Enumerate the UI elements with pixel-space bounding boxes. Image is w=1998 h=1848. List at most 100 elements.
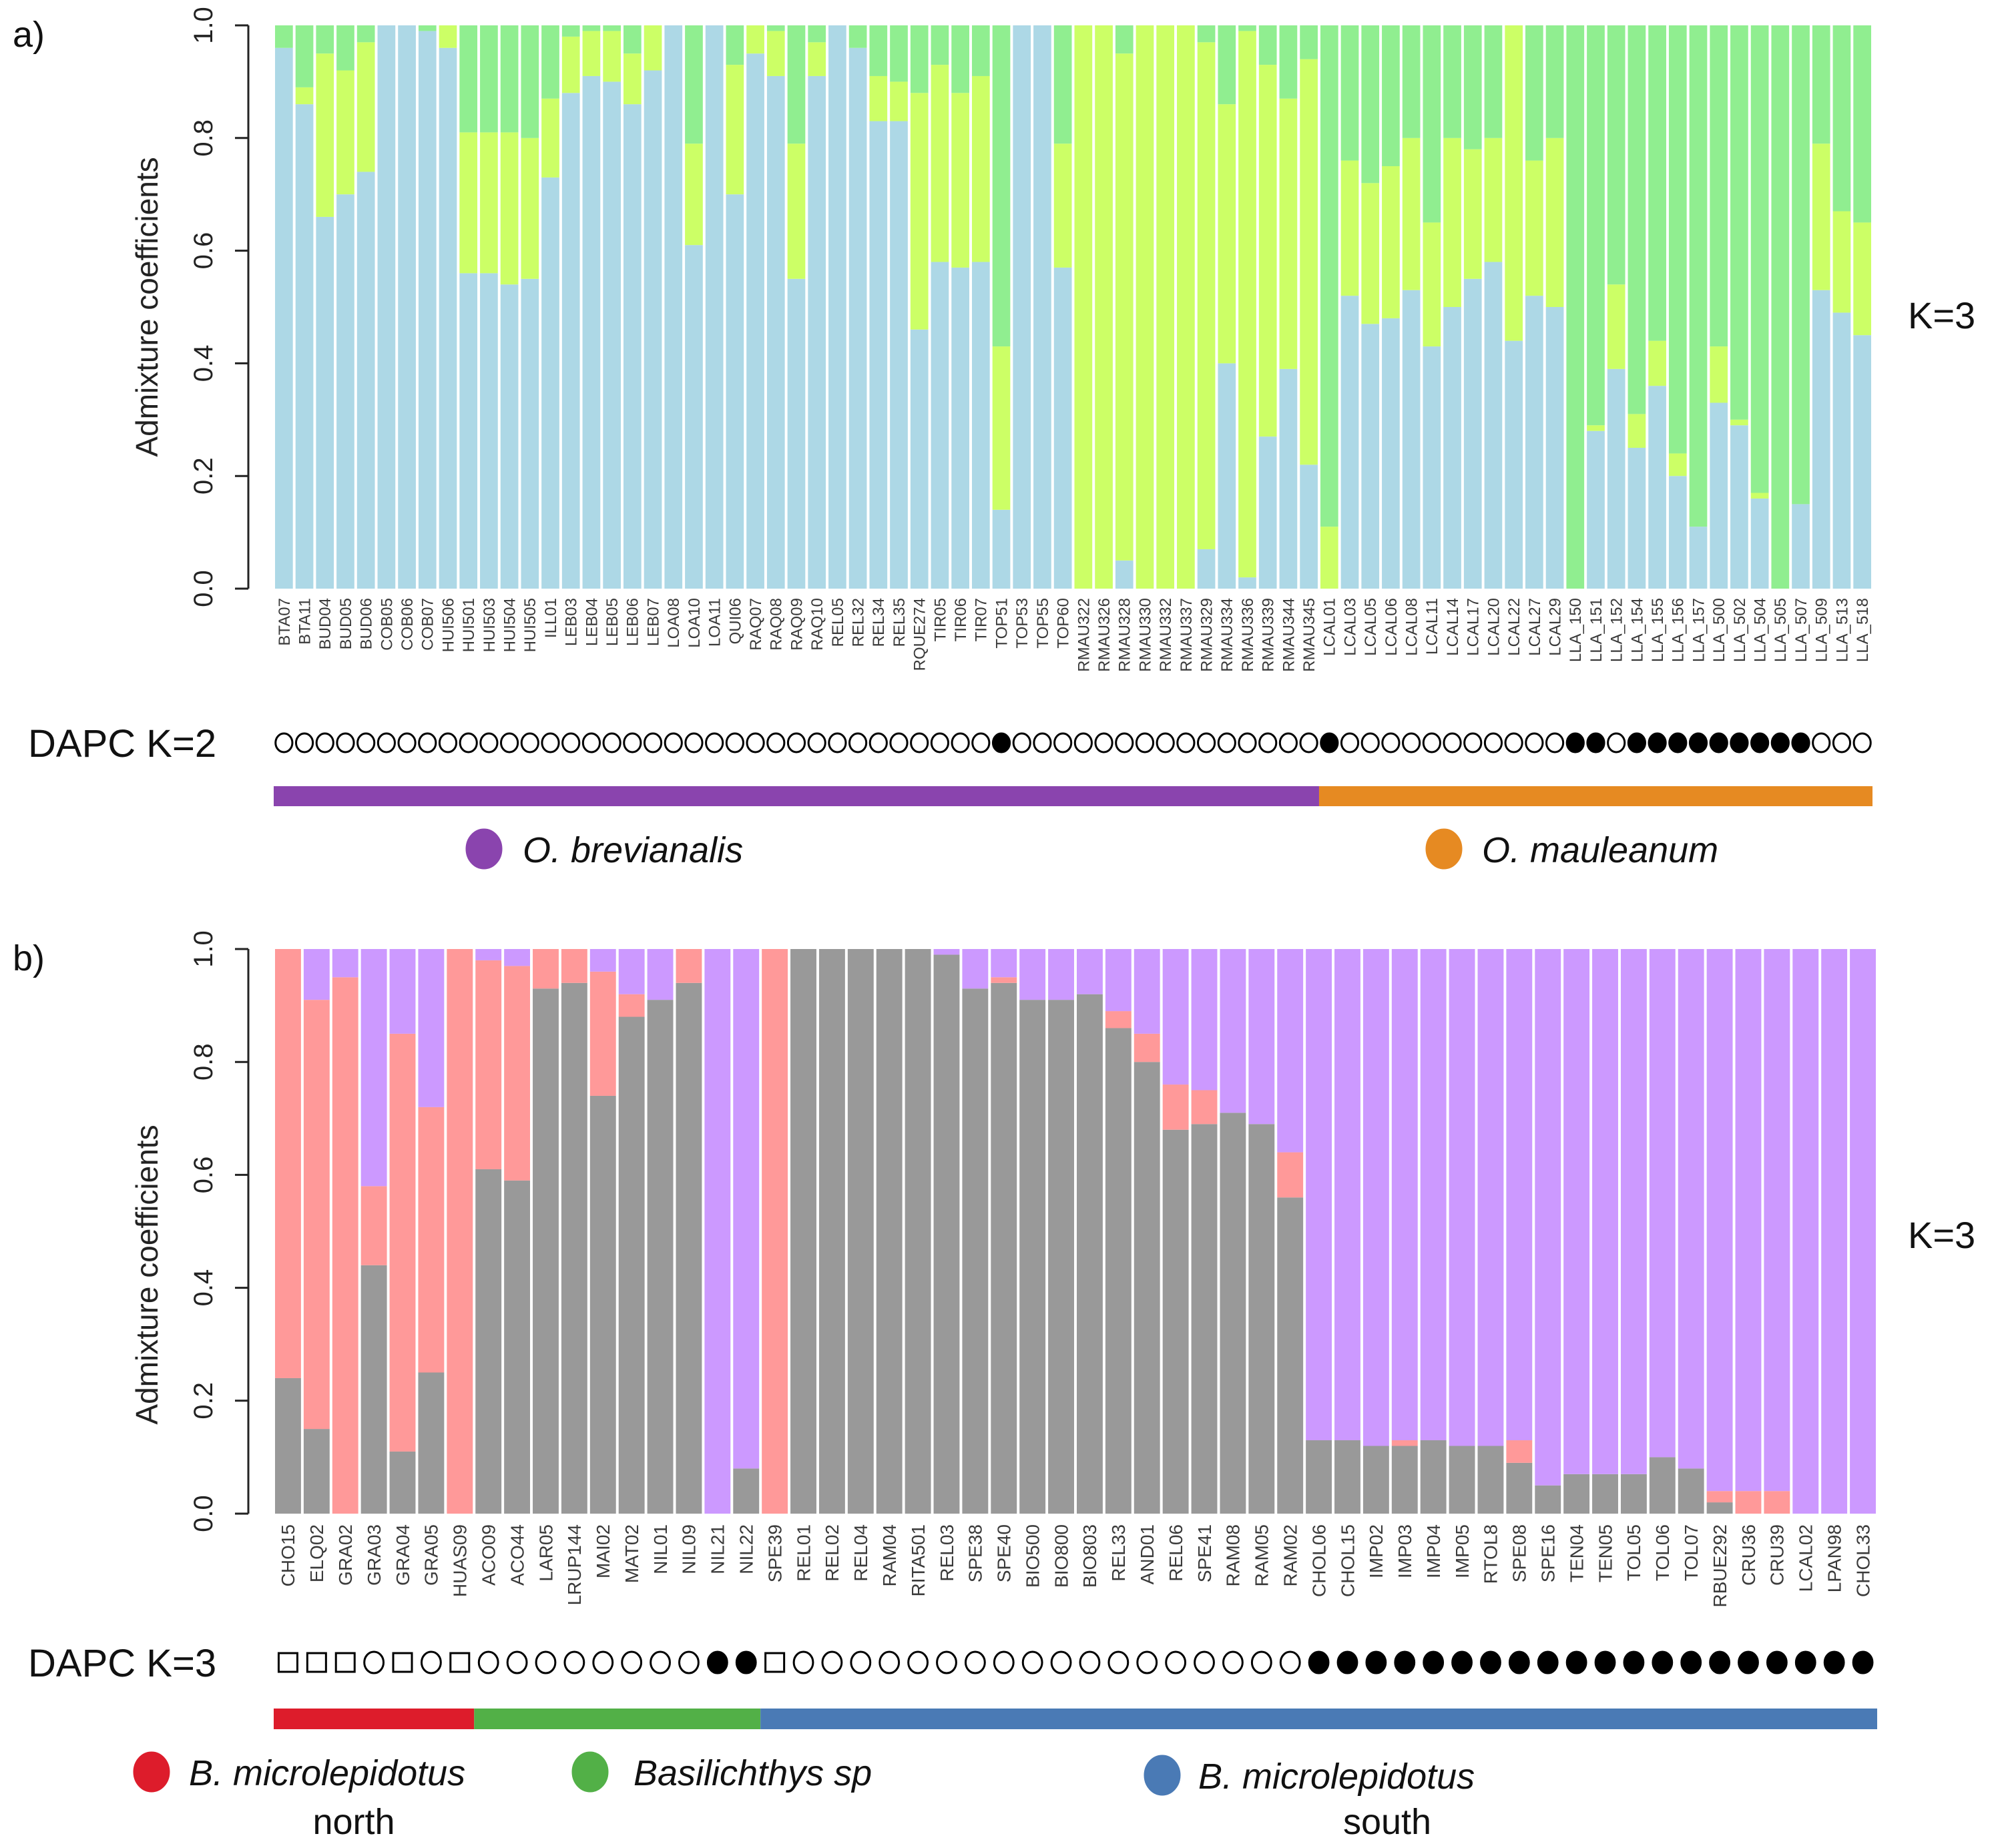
bar-segment-LCAL06-cluster-2 <box>1382 166 1400 318</box>
bar-segment-LLA_155-cluster-2 <box>1648 340 1666 386</box>
bar-segment-CHOL06-cluster-3 <box>1306 949 1332 1441</box>
x-tick-label: LCAL02 <box>1796 1524 1816 1592</box>
bar-segment-LCAL27-cluster-2 <box>1525 160 1543 296</box>
dapc-symbol-open-circle <box>1607 732 1626 753</box>
bar-segment-HUI503-cluster-1 <box>480 273 498 589</box>
dapc-symbol-open-circle <box>936 1650 957 1674</box>
bar-segment-LCAL05-cluster-3 <box>1361 25 1380 184</box>
bar-segment-REL35-cluster-1 <box>890 121 908 589</box>
x-tick-label: BIO500 <box>1022 1524 1043 1588</box>
x-tick-label: LLA_509 <box>1813 598 1831 662</box>
bar-segment-CRU39-cluster-2 <box>1764 1491 1790 1514</box>
dapc-symbol-open-square <box>449 1652 471 1673</box>
x-tick-label: LCAL01 <box>1321 598 1339 656</box>
y-tick-label: 0.2 <box>189 457 218 495</box>
x-tick-label: RAQ10 <box>808 598 826 651</box>
bar-segment-LCAL17-cluster-3 <box>1463 25 1482 149</box>
bar-segment-RAQ10-cluster-1 <box>808 75 826 589</box>
x-tick-label: REL34 <box>870 598 888 647</box>
dapc-symbol-open-square <box>764 1652 786 1673</box>
bar-segment-CHOL15-cluster-3 <box>1334 949 1360 1441</box>
x-tick-label: HUI505 <box>521 598 539 652</box>
dapc-symbol-open-circle <box>1079 1650 1101 1674</box>
dapc-symbol-filled-circle <box>1451 1650 1473 1674</box>
bar-segment-IMP04-cluster-3 <box>1420 949 1447 1441</box>
x-tick-label: TOP60 <box>1055 598 1073 649</box>
bar-segment-RMAU329-cluster-3 <box>1197 25 1216 43</box>
y-tick-label: 0.4 <box>189 345 218 382</box>
legend-label-line2: north <box>312 1802 395 1842</box>
bar-segment-AND01-cluster-2 <box>1134 1033 1160 1062</box>
dapc-symbol-filled-circle <box>1794 1650 1816 1674</box>
dapc-symbol-open-circle <box>477 1650 499 1674</box>
bar-segment-RMAU344-cluster-3 <box>1279 25 1298 99</box>
dapc-symbol-open-circle <box>336 732 355 753</box>
bar-segment-RAM02-cluster-1 <box>1277 1197 1304 1514</box>
bar-segment-TEN04-cluster-1 <box>1563 1474 1590 1514</box>
x-tick-label: LLA_156 <box>1670 598 1688 662</box>
dapc-symbol-open-circle <box>563 1650 585 1674</box>
x-tick-label: COB06 <box>399 598 417 651</box>
x-tick-label: REL33 <box>1108 1524 1129 1582</box>
legend-label: O. brevianalis <box>523 830 743 870</box>
bar-segment-TIR07-cluster-3 <box>971 25 990 76</box>
bar-segment-LLA_505-cluster-3 <box>1771 25 1790 589</box>
dapc-symbol-open-circle <box>1176 732 1196 753</box>
panel-label: a) <box>13 15 45 55</box>
x-tick-label: LLA_504 <box>1752 598 1770 662</box>
bar-segment-LOA11-cluster-1 <box>705 25 724 589</box>
dapc-symbol-open-circle <box>1422 732 1441 753</box>
bar-segment-LCAL06-cluster-1 <box>1382 318 1400 589</box>
bar-segment-LLA_504-cluster-1 <box>1750 498 1769 589</box>
bar-segment-LCAL05-cluster-2 <box>1361 183 1380 324</box>
bar-segment-LEB04-cluster-1 <box>582 75 601 589</box>
dapc-symbol-open-circle <box>500 732 519 753</box>
dapc-symbol-filled-circle <box>1623 1650 1645 1674</box>
dapc-symbol-open-circle <box>889 732 909 753</box>
bar-segment-BUD04-cluster-3 <box>316 25 334 54</box>
x-tick-label: LAR05 <box>535 1524 556 1582</box>
dapc-symbol-open-circle <box>1832 732 1852 753</box>
legend-label: Basilichthys sp <box>634 1753 872 1793</box>
bar-segment-REL35-cluster-2 <box>890 81 908 121</box>
bar-segment-LLA_156-cluster-1 <box>1668 476 1687 589</box>
dapc-symbol-open-circle <box>786 732 806 753</box>
x-tick-label: SPE41 <box>1194 1524 1215 1582</box>
bar-segment-RMAU326-cluster-2 <box>1095 25 1113 589</box>
bar-segment-LEB03-cluster-3 <box>561 25 580 37</box>
bar-segment-TOL05-cluster-3 <box>1620 949 1647 1474</box>
dapc-symbol-open-circle <box>705 732 724 753</box>
bar-segment-CHO15-cluster-2 <box>275 949 301 1378</box>
bar-segment-LLA_500-cluster-1 <box>1710 402 1728 589</box>
bar-segment-BUD05-cluster-2 <box>336 70 354 195</box>
dapc-symbol-open-circle <box>1483 732 1503 753</box>
bar-segment-LPAN98-cluster-3 <box>1821 949 1848 1514</box>
bar-segment-HUI505-cluster-2 <box>521 137 539 279</box>
bar-segment-IMP02-cluster-3 <box>1362 949 1389 1446</box>
x-tick-label: TOP55 <box>1034 598 1052 649</box>
bar-segment-RAQ08-cluster-3 <box>766 25 785 31</box>
bar-segment-NIL01-cluster-1 <box>647 1000 674 1514</box>
dapc-symbol-filled-circle <box>735 1650 757 1674</box>
bar-segment-IMP05-cluster-1 <box>1449 1446 1475 1514</box>
bar-segment-LEB06-cluster-2 <box>623 53 642 105</box>
bar-segment-LLA_156-cluster-3 <box>1668 25 1687 454</box>
panel-label: b) <box>13 938 45 978</box>
bar-segment-TIR05-cluster-2 <box>931 65 949 262</box>
dapc-symbol-open-circle <box>766 732 786 753</box>
bar-segment-LEB06-cluster-1 <box>623 104 642 589</box>
bar-segment-CRU36-cluster-3 <box>1735 949 1762 1492</box>
bar-segment-REL05-cluster-1 <box>828 25 846 589</box>
x-tick-label: LCAL17 <box>1465 598 1483 656</box>
x-tick-label: BIO800 <box>1051 1524 1071 1588</box>
bar-segment-RMAU334-cluster-1 <box>1218 363 1236 589</box>
bar-segment-REL04-cluster-1 <box>847 949 874 1514</box>
bar-segment-RMAU334-cluster-2 <box>1218 104 1236 364</box>
x-tick-label: LPAN98 <box>1824 1524 1844 1592</box>
x-tick-label: LLA_154 <box>1628 598 1646 662</box>
panel-b: b) 0.0 0.2 0.4 0.6 0.8 1.0 Admixture coefficien… <box>13 930 1975 1842</box>
dapc-symbol-open-circle <box>363 1650 385 1674</box>
bar-segment-LCAL01-cluster-3 <box>1320 25 1338 527</box>
k-label: K=3 <box>1908 294 1975 336</box>
